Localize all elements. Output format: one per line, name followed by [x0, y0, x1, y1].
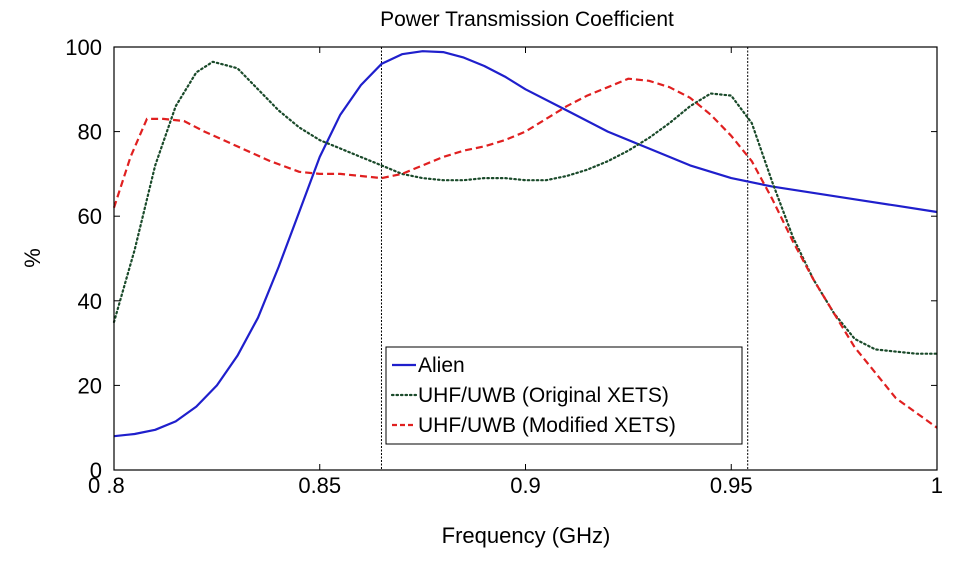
legend-label-1: Alien: [418, 354, 465, 377]
x-axis-label: Frequency (GHz): [442, 523, 611, 548]
series-line-3: [112, 77, 938, 429]
x-tick-label: 0.9: [510, 473, 541, 498]
x-tick-label: 0.85: [298, 473, 341, 498]
y-tick-label: 100: [65, 35, 102, 60]
y-tick-label: 40: [78, 289, 102, 314]
axis-ticks: 0 .8 0.85 0.9 0.95 1 0 20 40 60 80 100: [65, 35, 943, 498]
legend: Alien UHF/UWB (Original XETS) UHF/UWB (Mod…: [385, 346, 743, 445]
y-axis-label: %: [20, 248, 45, 268]
series-line-2: [112, 60, 939, 355]
x-tick-label: 0 .8: [88, 473, 125, 498]
y-tick-label: 80: [78, 120, 102, 145]
chart-title: Power Transmission Coefficient: [380, 8, 674, 31]
legend-box: [385, 346, 743, 445]
y-tick-label: 0: [90, 458, 102, 483]
x-tick-label: 0.95: [710, 473, 753, 498]
legend-label-3: UHF/UWB (Modified XETS): [418, 414, 676, 437]
y-tick-label: 20: [78, 373, 102, 398]
x-tick-label: 1: [931, 473, 943, 498]
legend-label-2: UHF/UWB (Original XETS): [418, 384, 669, 407]
plot-area: [112, 47, 939, 470]
y-tick-label: 60: [78, 204, 102, 229]
series-line-1: [113, 50, 938, 438]
